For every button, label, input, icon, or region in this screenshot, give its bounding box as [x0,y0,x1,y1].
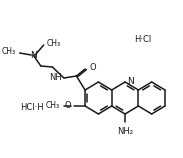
Text: O: O [90,64,96,73]
Text: CH₃: CH₃ [2,46,16,55]
Text: CH₃: CH₃ [46,101,60,110]
Text: N: N [127,78,134,86]
Text: NH: NH [49,73,62,82]
Text: HCl·H: HCl·H [20,103,44,112]
Text: O: O [64,101,71,110]
Text: CH₃: CH₃ [47,39,61,48]
Text: H·Cl: H·Cl [134,36,151,45]
Text: N: N [30,51,37,60]
Text: NH₂: NH₂ [117,127,133,136]
